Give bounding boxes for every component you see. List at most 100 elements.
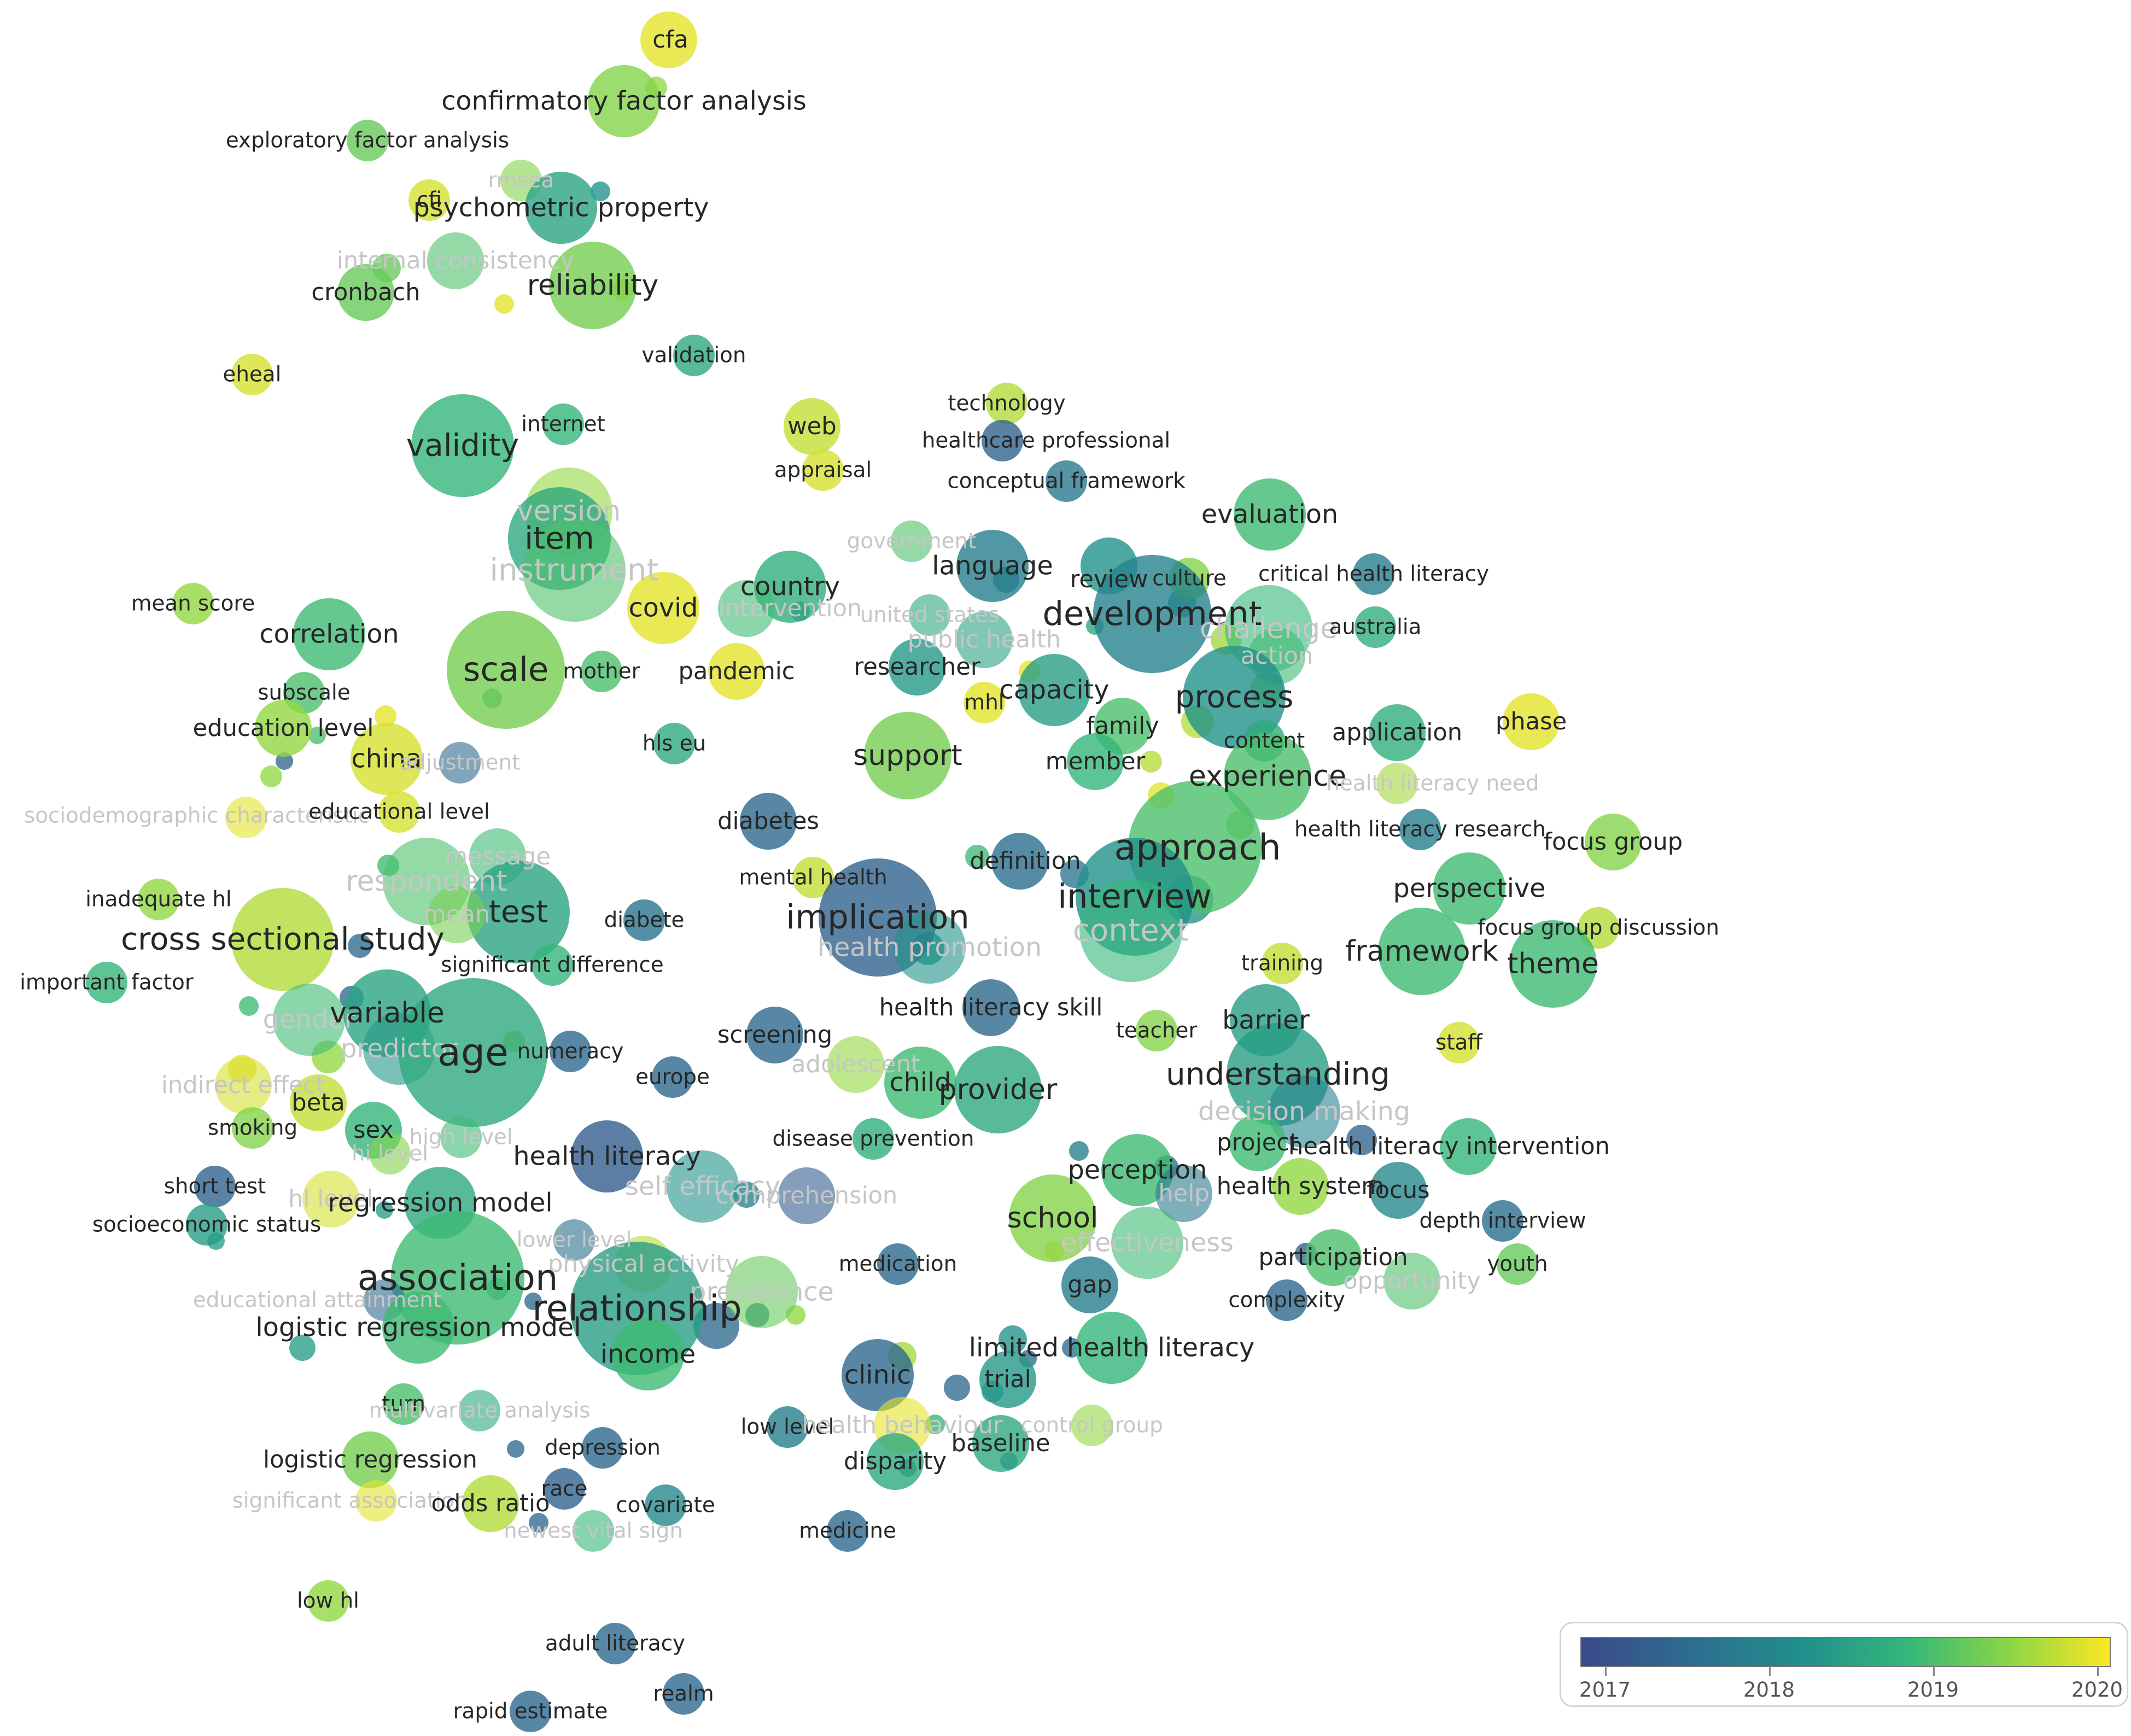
node-label-diabete[interactable]: diabete bbox=[604, 908, 685, 933]
node-bubble-researcher[interactable] bbox=[889, 639, 945, 695]
node-label-education-level[interactable]: education level bbox=[193, 715, 374, 742]
node-label-medicine[interactable]: medicine bbox=[799, 1519, 896, 1544]
node-label-process[interactable]: process bbox=[1175, 680, 1294, 715]
node-bubble-health-system[interactable] bbox=[1272, 1158, 1329, 1215]
node-bubble-experience[interactable] bbox=[1224, 733, 1311, 820]
node-label-cfi[interactable]: cfi bbox=[417, 188, 442, 213]
node-label-indirect-effect[interactable]: indirect effect bbox=[161, 1072, 325, 1099]
node-label-newest-vital-sign[interactable]: newest vital sign bbox=[504, 1519, 683, 1544]
node-label-logistic-regression[interactable]: logistic regression bbox=[263, 1446, 477, 1474]
node-bubble-important-factor[interactable] bbox=[86, 962, 127, 1003]
node-label-association[interactable]: association bbox=[358, 1257, 558, 1299]
node-bubble-europe[interactable] bbox=[652, 1056, 693, 1098]
node-label-member[interactable]: member bbox=[1046, 748, 1146, 775]
node-bubble-focus[interactable] bbox=[1370, 1162, 1427, 1219]
node-bubble-exploratory-factor-analysis[interactable] bbox=[347, 120, 388, 161]
node-bubble-significant-difference[interactable] bbox=[532, 944, 573, 986]
node-label-subscale[interactable]: subscale bbox=[258, 681, 350, 705]
node-bubble-web[interactable] bbox=[784, 398, 840, 455]
node-label-mean-score[interactable]: mean score bbox=[131, 592, 255, 616]
node-label-comprehension[interactable]: comprehension bbox=[716, 1182, 898, 1209]
node-bubble-medication[interactable] bbox=[877, 1243, 919, 1285]
node-label-web[interactable]: web bbox=[787, 413, 836, 440]
node-label-country[interactable]: country bbox=[740, 572, 840, 602]
node-label-covid[interactable]: covid bbox=[629, 593, 698, 623]
node-bubble-diabetes[interactable] bbox=[740, 793, 797, 850]
node-bubble-limited-health-literacy[interactable] bbox=[1076, 1312, 1148, 1384]
node-bubble-turn[interactable] bbox=[383, 1383, 424, 1425]
node-bubble-mother[interactable] bbox=[581, 651, 622, 692]
node-bubble-low-hl[interactable] bbox=[307, 1580, 349, 1622]
node-label-version[interactable]: version bbox=[517, 495, 621, 528]
node-bubble-hl-level[interactable] bbox=[302, 1171, 359, 1228]
node-bubble-lower-level[interactable] bbox=[553, 1219, 595, 1261]
node-label-educational-attainment[interactable]: educational attainment bbox=[193, 1288, 441, 1313]
node-bubble-complexity[interactable] bbox=[1266, 1279, 1307, 1321]
node-label-provider[interactable]: provider bbox=[939, 1073, 1058, 1106]
node-label-high-level[interactable]: high level bbox=[409, 1125, 512, 1150]
node-bubble-critical-health-literacy[interactable] bbox=[1353, 553, 1394, 595]
node-label-united-states[interactable]: united states bbox=[860, 603, 1000, 628]
node-label-appraisal[interactable]: appraisal bbox=[774, 458, 872, 483]
node-label-technology[interactable]: technology bbox=[948, 391, 1065, 416]
node-label-exploratory-factor-analysis[interactable]: exploratory factor analysis bbox=[226, 128, 509, 153]
node-label-item[interactable]: item bbox=[524, 521, 594, 557]
node-bubble-school[interactable] bbox=[1009, 1174, 1096, 1262]
node-label-baseline[interactable]: baseline bbox=[951, 1430, 1050, 1457]
node-label-context[interactable]: context bbox=[1073, 913, 1189, 949]
node-bubble-adolescent[interactable] bbox=[827, 1036, 884, 1093]
node-bubble-help[interactable] bbox=[1155, 1165, 1212, 1222]
node-bubble-confirmatory-factor-analysis[interactable] bbox=[588, 65, 660, 137]
node-bubble-australia[interactable] bbox=[1355, 606, 1396, 648]
node-bubble-scale[interactable] bbox=[447, 611, 565, 729]
node-label-age[interactable]: age bbox=[437, 1031, 509, 1075]
node-label-mental-health[interactable]: mental health bbox=[739, 866, 887, 890]
node-bubble-health-literacy-need[interactable] bbox=[1376, 763, 1418, 804]
node-label-beta[interactable]: beta bbox=[291, 1089, 345, 1117]
node-bubble-psychometric-property[interactable] bbox=[525, 172, 597, 244]
node-bubble-evaluation[interactable] bbox=[1234, 478, 1306, 551]
node-label-limited-health-literacy[interactable]: limited health literacy bbox=[969, 1333, 1255, 1363]
node-label-theme[interactable]: theme bbox=[1507, 948, 1599, 980]
node-bubble-participation[interactable] bbox=[1305, 1229, 1362, 1286]
node-label-disparity[interactable]: disparity bbox=[844, 1448, 947, 1475]
node-bubble-mean[interactable] bbox=[428, 886, 485, 943]
node-label-evaluation[interactable]: evaluation bbox=[1201, 500, 1338, 530]
node-label-intervention[interactable]: intervention bbox=[719, 595, 862, 622]
node-label-race[interactable]: race bbox=[541, 1477, 588, 1501]
node-label-lower-level[interactable]: lower level bbox=[517, 1228, 632, 1253]
node-bubble-validity[interactable] bbox=[411, 394, 514, 497]
node-bubble-educational-level[interactable] bbox=[378, 791, 420, 833]
node-label-variable[interactable]: variable bbox=[330, 997, 445, 1030]
node-label-family[interactable]: family bbox=[1086, 712, 1159, 740]
node-label-diabetes[interactable]: diabetes bbox=[717, 808, 819, 835]
node-bubble-logistic-regression-model[interactable] bbox=[382, 1291, 454, 1364]
node-bubble-training[interactable] bbox=[1262, 943, 1303, 984]
node-bubble-internet[interactable] bbox=[542, 404, 584, 445]
node-label-reliability[interactable]: reliability bbox=[527, 269, 659, 302]
node-bubble-decision-making[interactable] bbox=[1268, 1075, 1340, 1148]
node-label-phase[interactable]: phase bbox=[1496, 708, 1567, 735]
node-bubble-health-promotion[interactable] bbox=[894, 911, 966, 984]
node-bubble-rapid-estimate[interactable] bbox=[510, 1691, 551, 1732]
node-label-validity[interactable]: validity bbox=[406, 428, 519, 464]
node-label-barrier[interactable]: barrier bbox=[1222, 1006, 1310, 1036]
node-bubble-conceptual-framework[interactable] bbox=[1046, 460, 1087, 502]
node-label-validation[interactable]: validation bbox=[641, 343, 746, 368]
node-label-mother[interactable]: mother bbox=[563, 659, 640, 684]
node-bubble-focus-group[interactable] bbox=[1585, 814, 1642, 870]
node-bubble-china[interactable] bbox=[351, 723, 423, 795]
node-label-complexity[interactable]: complexity bbox=[1228, 1288, 1345, 1313]
node-label-health-literacy-need[interactable]: health literacy need bbox=[1326, 771, 1539, 796]
node-bubble-covid[interactable] bbox=[627, 572, 699, 644]
node-bubble-united-states[interactable] bbox=[909, 594, 950, 636]
node-label-correlation[interactable]: correlation bbox=[259, 619, 399, 650]
node-label-adolescent[interactable]: adolescent bbox=[791, 1051, 920, 1078]
node-bubble-youth[interactable] bbox=[1497, 1243, 1538, 1285]
node-label-action[interactable]: action bbox=[1241, 642, 1313, 670]
node-bubble-mental-health[interactable] bbox=[792, 857, 834, 898]
node-label-realm[interactable]: realm bbox=[653, 1682, 714, 1706]
node-bubble-perception[interactable] bbox=[1101, 1134, 1173, 1206]
node-label-predictor[interactable]: predictor bbox=[341, 1034, 458, 1064]
node-bubble-validation[interactable] bbox=[673, 335, 715, 376]
